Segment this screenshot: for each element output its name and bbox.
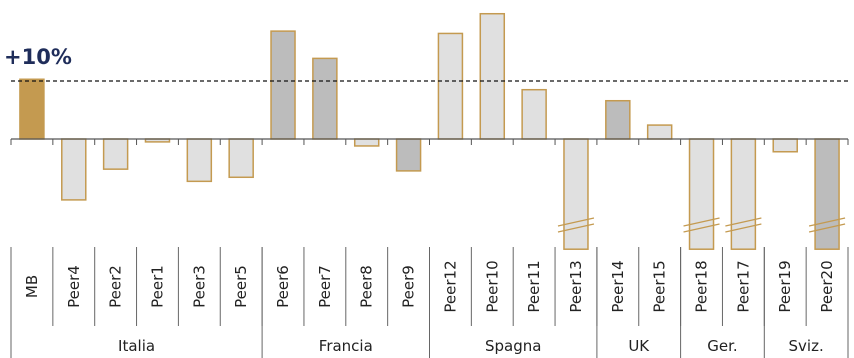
category-label-peer8: Peer8 [358, 265, 376, 308]
category-label-peer2: Peer2 [107, 265, 125, 308]
group-label-sviz: Sviz. [789, 337, 824, 355]
reference-label: +10% [4, 45, 72, 69]
bar-peer18 [688, 138, 715, 250]
labels-layer: +10% MB Peer4 Peer2 Peer1 Peer3 Peer5 Peer6 Peer… [4, 45, 836, 355]
bar-peer3 [186, 138, 213, 183]
category-label-peer15: Peer15 [651, 260, 669, 312]
group-label-spagna: Spagna [485, 337, 541, 355]
bar-peer14 [605, 99, 631, 140]
bar-peer15 [646, 124, 673, 140]
axis-break-mark [808, 223, 846, 233]
bar-peer17 [730, 138, 757, 250]
group-label-francia: Francia [319, 337, 373, 355]
axis-break-mark [683, 217, 720, 227]
bar-peer9 [395, 138, 422, 172]
bar-peer4 [61, 138, 87, 201]
bar-peer12 [437, 32, 464, 140]
bar-peer20 [814, 138, 840, 250]
category-label-peer12: Peer12 [441, 260, 459, 312]
category-label-peer17: Peer17 [734, 260, 752, 312]
group-label-italia: Italia [118, 337, 155, 355]
category-label-peer20: Peer20 [818, 260, 836, 312]
category-label-peer5: Peer5 [232, 265, 250, 308]
axis-break-mark [725, 217, 762, 227]
axis-layer [10, 80, 849, 358]
group-label-ger: Ger. [707, 337, 737, 355]
category-label-peer6: Peer6 [274, 265, 292, 308]
axis-break-mark [683, 223, 720, 233]
bar-peer7 [312, 57, 338, 140]
bar-peer10 [479, 12, 506, 140]
bar-peer11 [521, 88, 547, 140]
bar-peer2 [102, 138, 129, 170]
axis-break-mark [557, 223, 595, 233]
bars-layer [19, 12, 846, 250]
category-label-peer3: Peer3 [190, 265, 208, 308]
category-label-peer9: Peer9 [400, 265, 418, 308]
category-label-peer18: Peer18 [693, 260, 711, 312]
axis-break-mark [557, 217, 595, 227]
category-label-peer11: Peer11 [525, 260, 543, 312]
bar-peer19 [772, 138, 798, 153]
bar-peer13 [563, 138, 589, 250]
category-label-peer4: Peer4 [65, 265, 83, 308]
category-label-peer7: Peer7 [316, 265, 334, 308]
group-label-uk: UK [628, 337, 650, 355]
category-label-peer10: Peer10 [483, 260, 501, 312]
axis-break-mark [725, 223, 762, 233]
category-label-peer14: Peer14 [609, 260, 627, 312]
axis-break-mark [808, 217, 846, 227]
category-label-peer13: Peer13 [567, 260, 585, 312]
bar-peer6 [270, 30, 296, 140]
category-label-peer19: Peer19 [776, 260, 794, 312]
category-label-mb: MB [23, 275, 41, 298]
category-label-peer1: Peer1 [148, 265, 166, 308]
bar-peer5 [228, 138, 254, 179]
bar-mb [19, 78, 45, 140]
bar-peer8 [353, 138, 380, 147]
